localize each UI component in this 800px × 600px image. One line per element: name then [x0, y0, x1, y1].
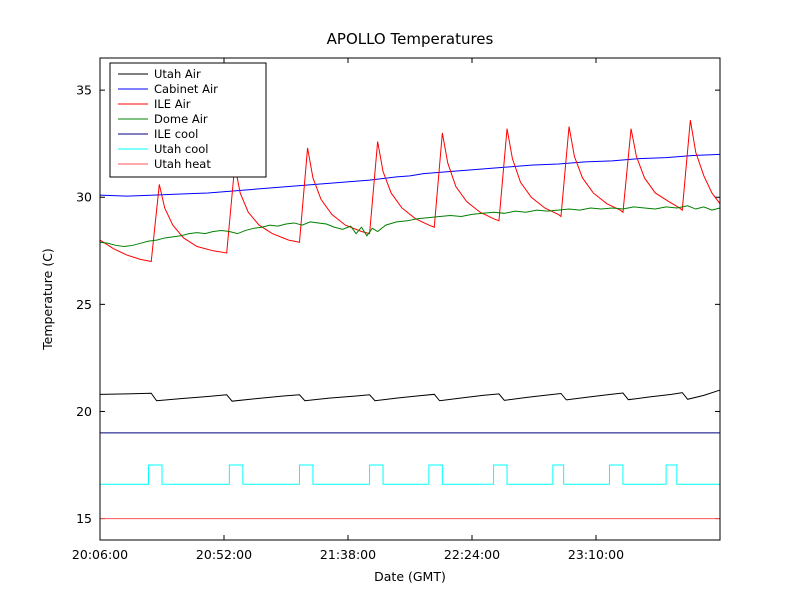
series-line-utah-air [99, 389, 721, 402]
y-tick-label: 25 [76, 297, 92, 312]
series-line-utah-cool [100, 464, 720, 485]
y-tick-label: 35 [76, 83, 92, 98]
y-tick-label: 20 [76, 404, 92, 419]
x-tick-label: 20:52:00 [196, 547, 252, 562]
x-tick-label: 21:38:00 [320, 547, 376, 562]
series-line-ile-air [99, 120, 721, 263]
y-tick-label: 30 [76, 190, 92, 205]
series-line-cabinet-air [99, 153, 721, 197]
x-axis-label: Date (GMT) [374, 569, 446, 584]
x-tick-label: 20:06:00 [72, 547, 128, 562]
legend-label-utah-cool: Utah cool [154, 142, 209, 156]
y-tick-label: 15 [76, 511, 92, 526]
axis-ticks: 20:06:00 20:52:00 21:38:00 22:24:00 23:10:00… [72, 58, 720, 562]
legend-label-dome-air: Dome Air [154, 112, 208, 126]
series-line-dome-air [99, 205, 721, 248]
legend-label-cabinet-air: Cabinet Air [154, 82, 218, 96]
x-tick-label: 23:10:00 [568, 547, 624, 562]
y-axis-label: Temperature (C) [40, 248, 55, 351]
chart-title: APOLLO Temperatures [327, 30, 494, 48]
axes-frame [99, 57, 721, 541]
legend-label-utah-air: Utah Air [154, 67, 201, 81]
plot-series [99, 120, 721, 520]
legend-label-ile-air: ILE Air [154, 97, 191, 111]
legend-label-utah-heat: Utah heat [154, 157, 211, 171]
x-tick-label: 22:24:00 [444, 547, 500, 562]
legend-label-ile-cool: ILE cool [154, 127, 198, 141]
legend-box [109, 62, 267, 178]
